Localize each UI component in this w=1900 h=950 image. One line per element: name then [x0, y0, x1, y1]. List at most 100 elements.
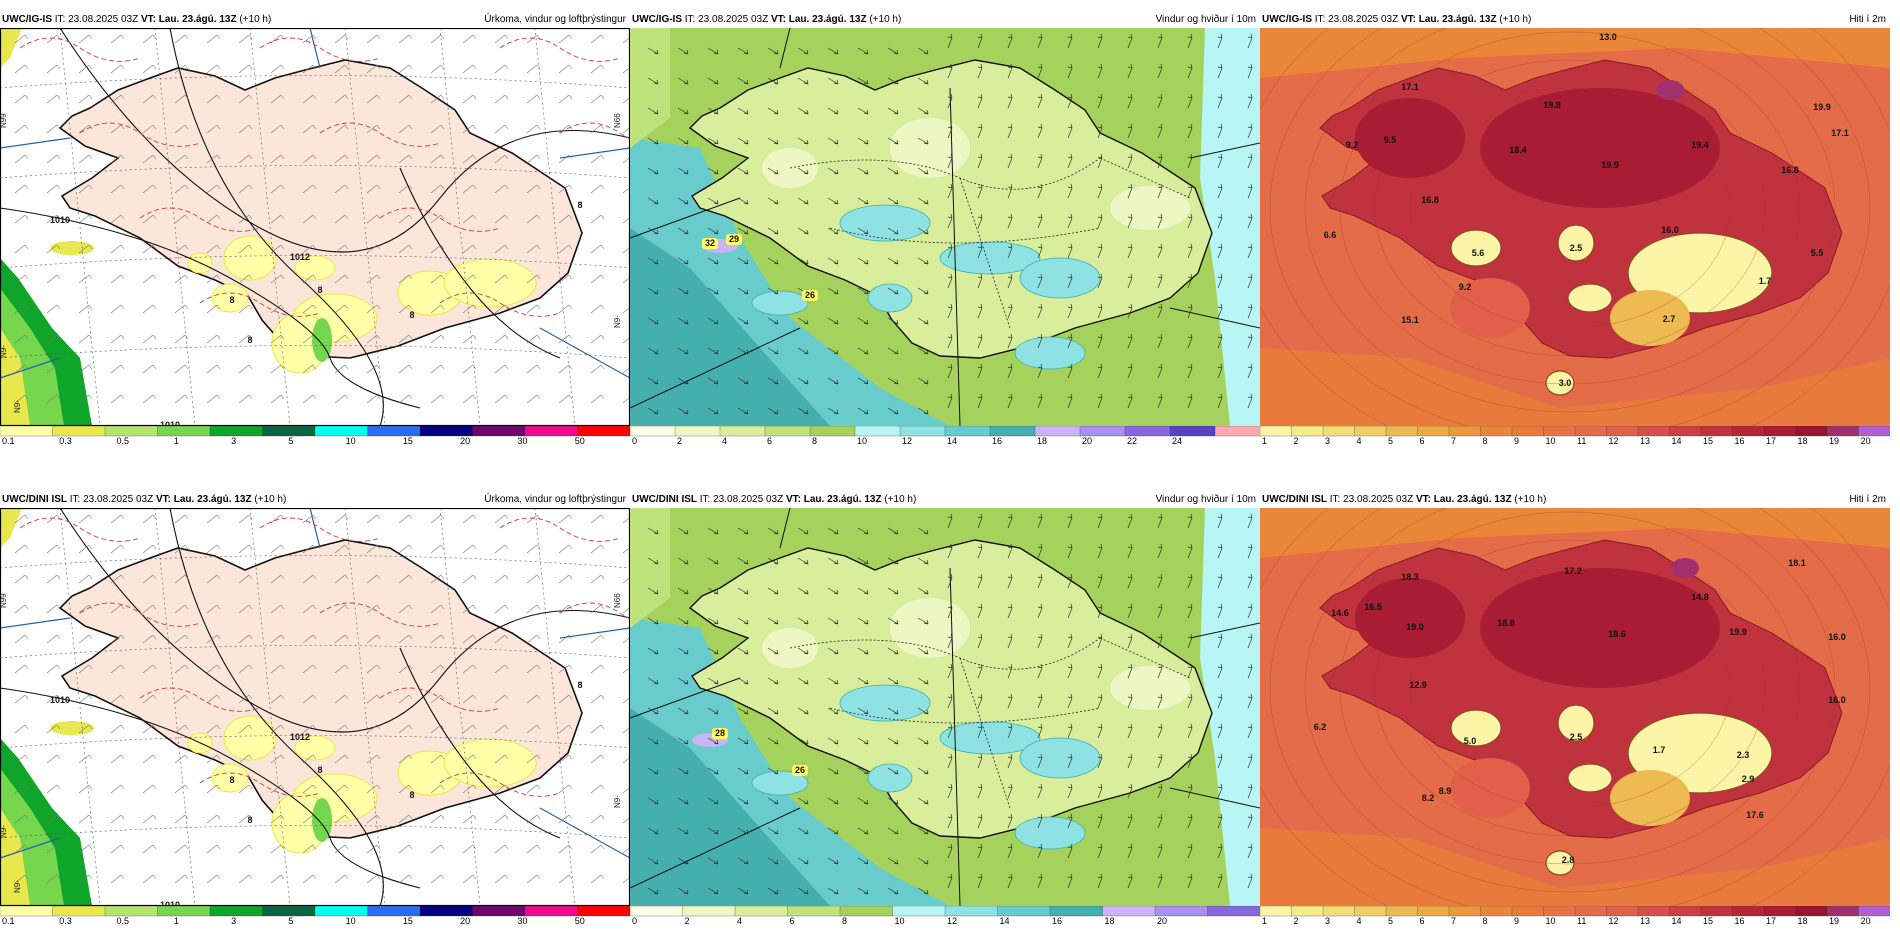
colorbar-swatch	[524, 906, 579, 917]
latitude-label: N99	[0, 593, 8, 608]
colorbar-label: 2	[1294, 916, 1299, 926]
colorbar-label: 4	[1357, 916, 1362, 926]
latitude-label: N9-	[613, 795, 622, 808]
colorbar-label: 15	[1703, 436, 1713, 446]
map-value-label: 19.9	[1601, 160, 1619, 170]
colorbar-label: 3	[1325, 916, 1330, 926]
panel-title: Hiti í 2m	[1849, 14, 1886, 25]
colorbar-swatch	[674, 426, 721, 437]
map-value-label: 16.5	[1364, 602, 1382, 612]
colorbar-label: 0.5	[117, 436, 130, 446]
model-name: UWC/IG-IS	[2, 14, 52, 25]
colorbar-swatch	[262, 426, 316, 437]
model-name: UWC/DINI ISL	[632, 494, 697, 505]
map-value-label: 1010	[160, 420, 180, 426]
colorbar: 1 2 3 4 5 6 7 8 9 10 11 12 13 14 15 16 17 18 19 20	[1260, 906, 1890, 926]
colorbar-swatch	[787, 906, 841, 917]
colorbar-swatch	[1795, 426, 1828, 437]
it-value: 23.08.2025 03Z	[1343, 494, 1414, 505]
map-value-label: 8	[317, 765, 322, 775]
colorbar-label: 7	[1451, 436, 1456, 446]
vt-label: VT:	[770, 14, 786, 25]
map-value-label: 17.6	[1746, 810, 1764, 820]
latitude-label: N9-	[13, 880, 22, 893]
colorbar-swatch	[1732, 906, 1765, 917]
colorbar-label: 15	[403, 916, 413, 926]
forecast-map[interactable]: 28 26	[630, 508, 1260, 906]
colorbar-swatch	[1700, 426, 1734, 437]
colorbar-swatch	[944, 906, 999, 917]
colorbar-swatch	[997, 906, 1051, 917]
colorbar-label: 12	[1609, 436, 1619, 446]
lead-time: (+10 h)	[869, 14, 902, 25]
colorbar-swatch	[1543, 426, 1576, 437]
panel-title: Úrkoma, vindur og loftþrýstingur	[484, 494, 626, 505]
colorbar-label: 16	[1052, 916, 1062, 926]
forecast-map[interactable]: 32 29 26	[630, 28, 1260, 426]
colorbar-label: 50	[575, 916, 585, 926]
latitude-label: N9-	[613, 315, 622, 328]
colorbar-label: 18	[1798, 436, 1808, 446]
temp-panel: UWC/DINI ISL IT: 23.08.2025 03Z VT: Lau.…	[1260, 492, 1890, 942]
precip-panel: UWC/DINI ISL IT: 23.08.2025 03Z VT: Lau.…	[0, 492, 630, 942]
map-value-label: 1012	[290, 732, 310, 742]
colorbar-swatch	[1732, 426, 1765, 437]
colorbar-swatch	[1169, 426, 1216, 437]
colorbar-swatch	[472, 426, 526, 437]
lead-time: (+10 h)	[239, 14, 272, 25]
colorbar-label: 4	[737, 916, 742, 926]
colorbar-label: 2	[677, 436, 682, 446]
colorbar-label: 0.3	[59, 436, 72, 446]
vt-value: Lau. 23.ágú. 13Z	[158, 14, 237, 25]
it-value: 23.08.2025 03Z	[83, 494, 154, 505]
colorbar-swatch	[944, 426, 991, 437]
colorbar-label: 13	[1640, 916, 1650, 926]
colorbar-swatch	[1543, 906, 1576, 917]
colorbar-swatch	[839, 906, 894, 917]
colorbar-swatch	[809, 426, 856, 437]
map-value-label: 2.5	[1570, 732, 1583, 742]
colorbar-swatch	[314, 906, 369, 917]
map-value-label: 18.8	[1497, 618, 1515, 628]
colorbar-swatch	[52, 906, 106, 917]
colorbar-swatch	[472, 906, 526, 917]
colorbar-label: 18	[1037, 436, 1047, 446]
colorbar-swatch	[1574, 426, 1608, 437]
colorbar-swatch	[1858, 906, 1890, 917]
colorbar-label: 2	[685, 916, 690, 926]
map-value-label: 2.8	[1562, 855, 1575, 865]
colorbar-label: 8	[1483, 436, 1488, 446]
map-value-label: 17.1	[1831, 128, 1849, 138]
colorbar-label: 14	[1672, 436, 1682, 446]
forecast-map[interactable]: 1010 1012 1010 8 8 8 8 8 N99 N9- N9- N66 N9-	[0, 508, 630, 906]
forecast-map[interactable]: 1010 1012 1010 8 8 8 8 8 N99 N9- N9- N66 N9-	[0, 28, 630, 426]
panel-header: UWC/DINI ISL IT: 23.08.2025 03Z VT: Lau.…	[1260, 492, 1890, 508]
colorbar-label: 20	[460, 436, 470, 446]
colorbar-label: 9	[1514, 916, 1519, 926]
forecast-map[interactable]: 18.3 17.2 18.1 14.6 16.5 14.8 16.0 18.8 18.6 19.9…	[1260, 508, 1890, 906]
colorbar-label: 0.3	[59, 916, 72, 926]
map-value-label: 2.7	[1663, 314, 1676, 324]
colorbar-swatch	[419, 426, 474, 437]
colorbar-swatch	[1354, 426, 1387, 437]
map-value-label: 2.9	[1742, 774, 1755, 784]
colorbar-swatch	[630, 906, 684, 917]
colorbar-swatch	[157, 906, 211, 917]
panel-header: UWC/DINI ISL IT: 23.08.2025 03Z VT: Lau.…	[630, 492, 1260, 508]
panel-title: Hiti í 2m	[1849, 494, 1886, 505]
colorbar-swatch	[1606, 906, 1639, 917]
vt-label: VT:	[1415, 494, 1431, 505]
map-value-label: 13.0	[1599, 32, 1617, 42]
colorbar-swatch	[1574, 906, 1608, 917]
colorbar-label: 11	[1577, 916, 1586, 926]
map-value-label: 2.3	[1737, 750, 1750, 760]
colorbar-swatch	[719, 426, 766, 437]
colorbar-label: 30	[517, 436, 527, 446]
colorbar-label: 16	[1735, 916, 1745, 926]
colorbar-swatch	[682, 906, 736, 917]
gust-value-box	[702, 238, 718, 249]
colorbar-label: 8	[812, 436, 817, 446]
map-value-label: 5.5	[1811, 248, 1824, 258]
colorbar-swatch	[524, 426, 579, 437]
forecast-map[interactable]: 13.0 17.1 19.8 19.9 17.1 9.2 9.5 18.4 19.9 19.4 16…	[1260, 28, 1890, 426]
